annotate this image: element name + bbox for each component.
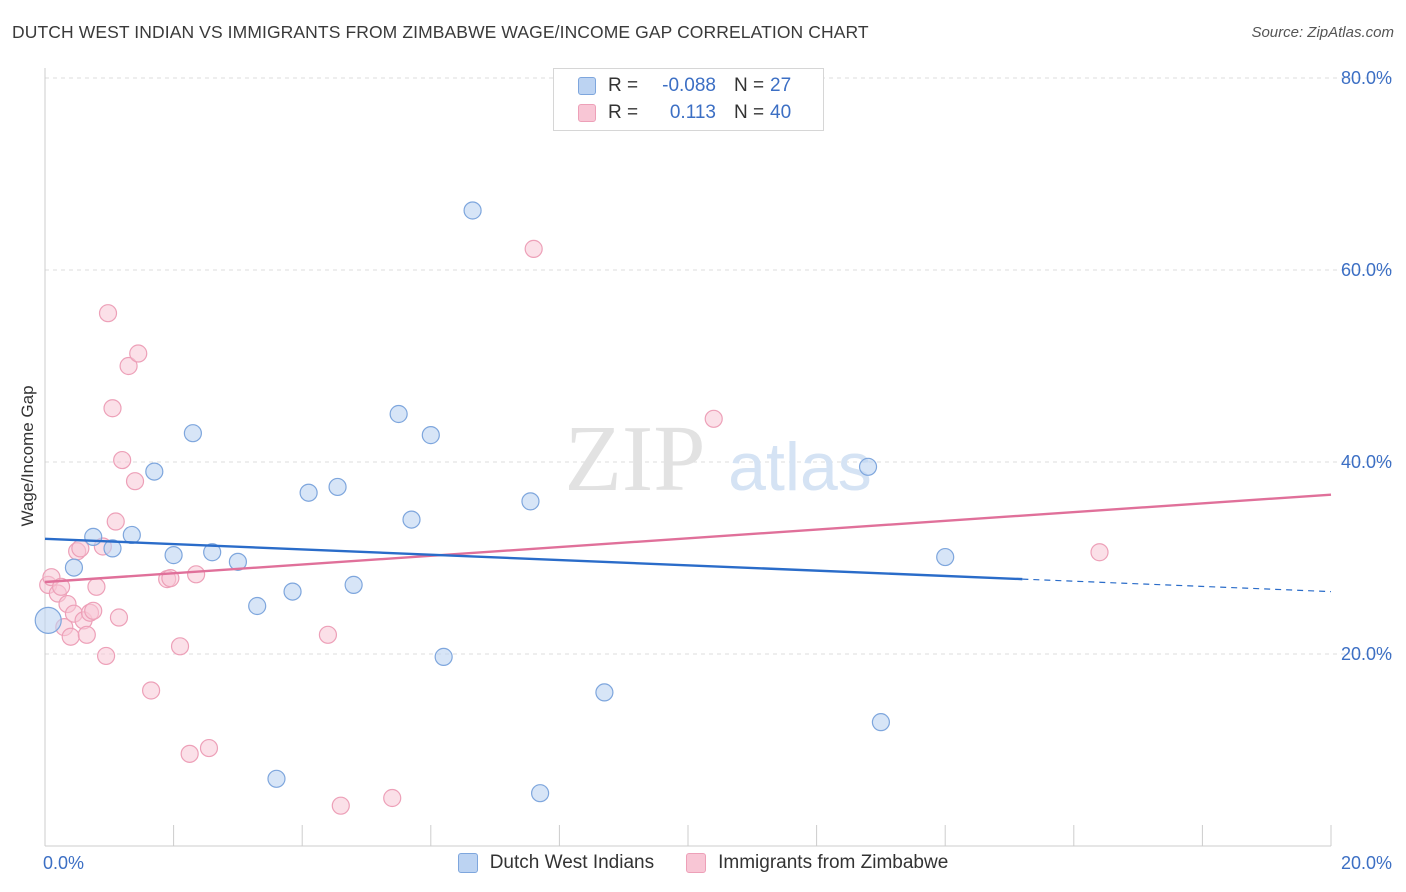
legend-row-pink: R = 0.113 N = 40 <box>578 100 791 126</box>
data-point-dutch-west-indian <box>183 424 202 443</box>
data-point-zimbabwe <box>96 646 116 666</box>
data-point-zimbabwe <box>129 344 148 363</box>
data-point-dutch-west-indian <box>936 547 955 567</box>
data-point-zimbabwe <box>77 625 96 644</box>
trend-line-dutch-west-indians <box>44 537 1023 581</box>
source-credit: Source: ZipAtlas.com <box>1251 24 1394 41</box>
data-point-zimbabwe <box>98 304 118 323</box>
data-point-zimbabwe <box>180 744 199 763</box>
data-point-dutch-west-indian <box>34 606 62 635</box>
data-point-zimbabwe <box>141 681 161 700</box>
trend-lines <box>44 493 1332 593</box>
data-point-dutch-west-indian <box>267 769 286 788</box>
data-point-zimbabwe <box>87 577 106 596</box>
data-point-zimbabwe <box>170 637 190 656</box>
data-point-zimbabwe <box>51 577 71 596</box>
data-point-zimbabwe <box>331 796 350 815</box>
data-point-dutch-west-indian <box>299 483 318 502</box>
n-value-blue: 27 <box>770 75 792 96</box>
data-point-dutch-west-indian <box>164 546 183 565</box>
r-value-blue: -0.088 <box>662 75 716 96</box>
data-point-zimbabwe <box>119 356 138 376</box>
data-point-zimbabwe <box>383 788 402 808</box>
y-tick-label: 40.0% <box>1341 452 1392 472</box>
correlation-legend: R = -0.088 N = 27 R = 0.113 N = 40 <box>553 68 824 131</box>
data-point-zimbabwe <box>84 601 103 620</box>
series-legend: Dutch West Indians Immigrants from Zimba… <box>0 852 1406 874</box>
data-point-dutch-west-indian <box>103 539 122 558</box>
axes <box>44 68 1332 847</box>
pink-swatch <box>578 104 596 122</box>
data-point-dutch-west-indian <box>871 713 891 732</box>
n-label: N = <box>734 102 765 123</box>
blue-swatch <box>457 853 478 873</box>
trend-line-dutch-west-indians-extension <box>1022 578 1332 593</box>
y-tick-label: 60.0% <box>1341 260 1392 280</box>
x-tick-label: 0.0% <box>43 853 84 873</box>
data-point-zimbabwe <box>199 738 219 758</box>
data-point-zimbabwe <box>61 627 80 646</box>
series-dutch-west-indians-points <box>34 201 955 803</box>
data-point-dutch-west-indian <box>389 404 408 424</box>
pink-swatch <box>686 853 707 873</box>
watermark-atlas: atlas <box>728 429 872 505</box>
data-point-dutch-west-indian <box>203 543 222 562</box>
n-label: N = <box>734 75 765 96</box>
data-point-zimbabwe <box>103 399 122 418</box>
data-point-dutch-west-indian <box>402 510 421 529</box>
n-value-pink: 40 <box>770 102 792 123</box>
legend-item-zimbabwe[interactable]: Immigrants from Zimbabwe <box>686 852 948 874</box>
data-point-zimbabwe <box>113 450 132 470</box>
data-point-zimbabwe <box>187 565 206 584</box>
data-point-zimbabwe <box>125 472 145 491</box>
legend-row-blue: R = -0.088 N = 27 <box>578 73 791 99</box>
r-label: R = <box>608 75 639 96</box>
watermark-zip: ZIP <box>565 407 706 511</box>
data-point-zimbabwe <box>106 512 125 531</box>
data-point-dutch-west-indian <box>858 457 878 476</box>
x-tick-label: 20.0% <box>1341 853 1392 873</box>
data-point-dutch-west-indian <box>84 527 103 546</box>
data-point-dutch-west-indian <box>344 575 363 594</box>
r-value-pink: 0.113 <box>669 102 716 123</box>
data-point-dutch-west-indian <box>122 525 141 545</box>
y-tick-label: 20.0% <box>1341 644 1392 664</box>
data-point-dutch-west-indian <box>595 683 614 702</box>
data-point-zimbabwe <box>704 409 723 428</box>
data-point-dutch-west-indian <box>228 552 247 571</box>
trend-line-zimbabwe <box>44 493 1332 584</box>
data-point-dutch-west-indian <box>145 462 164 481</box>
chart-title: DUTCH WEST INDIAN VS IMMIGRANTS FROM ZIM… <box>12 22 869 42</box>
y-axis-label: Wage/Income Gap <box>18 385 37 527</box>
data-point-zimbabwe <box>524 239 543 258</box>
legend-label-pink: Immigrants from Zimbabwe <box>718 852 949 873</box>
data-point-dutch-west-indian <box>283 582 302 601</box>
blue-swatch <box>578 77 596 95</box>
legend-label-blue: Dutch West Indians <box>489 852 655 873</box>
y-tick-label: 80.0% <box>1341 68 1392 88</box>
r-label: R = <box>608 102 639 123</box>
series-zimbabwe-points <box>39 239 1109 815</box>
data-point-dutch-west-indian <box>421 426 440 445</box>
data-point-dutch-west-indian <box>434 647 453 666</box>
data-point-dutch-west-indian <box>64 558 84 577</box>
data-point-dutch-west-indian <box>463 201 482 220</box>
data-point-dutch-west-indian <box>521 492 540 511</box>
data-point-dutch-west-indian <box>248 596 267 616</box>
data-point-zimbabwe <box>109 608 129 627</box>
data-point-zimbabwe <box>318 625 338 644</box>
data-point-zimbabwe <box>1090 543 1109 562</box>
data-point-dutch-west-indian <box>328 477 347 497</box>
data-point-dutch-west-indian <box>531 784 550 803</box>
legend-item-dutch-west-indians[interactable]: Dutch West Indians <box>457 852 655 874</box>
tick-labels: 20.0% 40.0% 60.0% 80.0% 0.0% 20.0% <box>43 68 1392 873</box>
